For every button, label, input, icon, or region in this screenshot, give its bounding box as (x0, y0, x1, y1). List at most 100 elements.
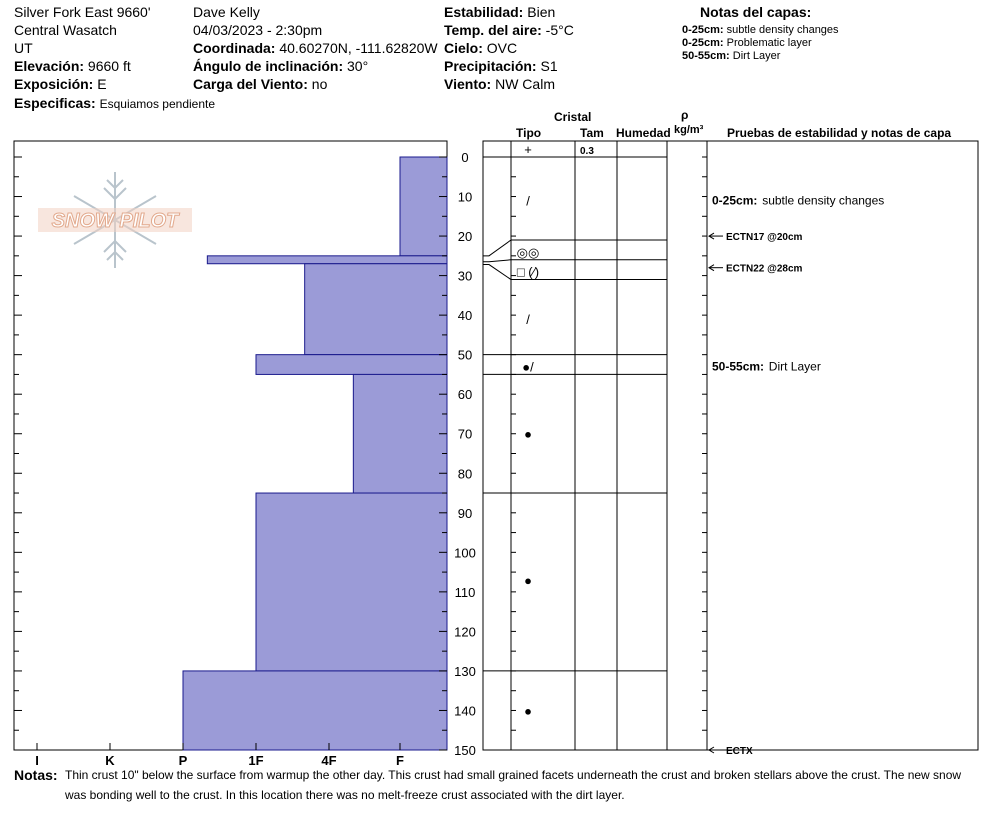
depth-tick-label: 150 (454, 743, 476, 758)
precip-label: Precipitación: (444, 58, 537, 74)
depth-tick-label: 30 (458, 269, 472, 284)
wind-row: Viento: NW Calm (444, 76, 555, 92)
elevation-row: Elevación: 9660 ft (14, 58, 131, 74)
crystal-symbol: ● (524, 703, 532, 718)
depth-tick-label: 80 (458, 466, 472, 481)
crystal-header: Cristal (554, 110, 592, 124)
crystal-symbol: / (526, 193, 530, 208)
precip-value: S1 (540, 58, 558, 74)
hardness-tick-label: P (179, 753, 188, 768)
crystal-symbol: ● (524, 573, 532, 588)
air-temp-value: -5°C (545, 22, 574, 38)
stability-test-label: ECTN22 @28cm (726, 264, 803, 275)
hardness-bar (352, 373, 448, 494)
layer-notes-title: Notas del capas: (700, 4, 812, 20)
state-name: UT (14, 40, 33, 56)
crystal-size: 0.3 (580, 146, 594, 157)
depth-tick-label: 130 (454, 664, 476, 679)
crystal-table-frame (482, 140, 979, 751)
hardness-tick-label: 4F (321, 753, 336, 768)
layer-note-text: subtle density changes (726, 24, 839, 36)
sky-row: Cielo: OVC (444, 40, 517, 56)
elevation-value: 9660 ft (87, 58, 131, 74)
layer-note-range: 50-55cm: (682, 50, 730, 62)
hardness-tick-label: 1F (248, 753, 263, 768)
layer-note-text: Problematic layer (726, 37, 812, 49)
tipo-header: Tipo (516, 126, 542, 140)
wind-load-row: Carga del Viento: no (193, 76, 327, 92)
crystal-symbol: ●/ (522, 360, 534, 375)
layer-annotation-text: subtle density changes (762, 193, 884, 207)
wind-value: NW Calm (495, 76, 555, 92)
notes-line-2: was bonding well to the crust. In this l… (65, 788, 625, 802)
location-name: Silver Fork East 9660' (14, 4, 151, 20)
coordinate-row: Coordinada: 40.60270N, -111.62820W (193, 40, 438, 56)
slope-label: Ángulo de inclinación: (193, 58, 344, 74)
depth-tick-label: 10 (458, 190, 472, 205)
depth-tick-label: 20 (458, 229, 472, 244)
depth-tick-label: 140 (454, 703, 476, 718)
observation-datetime: 04/03/2023 - 2:30pm (193, 22, 323, 38)
hardness-bar (399, 156, 448, 257)
hardness-tick-label: F (396, 753, 404, 768)
wind-label: Viento: (444, 76, 492, 92)
layer-connector (483, 259, 512, 263)
crystal-symbol: ● (524, 427, 532, 442)
layer-annotation-range: 0-25cm: (712, 193, 757, 207)
air-temp-label: Temp. del aire: (444, 22, 542, 38)
layer-note-text: Dirt Layer (732, 50, 781, 62)
hardness-tick-label: K (105, 753, 115, 768)
hardness-bar (304, 263, 448, 356)
notes-label: Notas: (14, 767, 58, 783)
notes-line-1: Thin crust 10" below the surface from wa… (65, 768, 962, 782)
humedad-header: Humedad (616, 126, 671, 140)
specifics-label: Especificas: (14, 95, 96, 111)
aspect-row: Exposición: E (14, 76, 107, 92)
sky-value: OVC (486, 40, 518, 56)
depth-tick-label: 70 (458, 427, 472, 442)
depth-tick-label: 120 (454, 624, 476, 639)
layer-note-item: 0-25cm: Problematic layer (682, 37, 812, 50)
depth-tick-label: 0 (461, 150, 468, 165)
precip-row: Precipitación: S1 (444, 58, 558, 74)
coordinate-value: 40.60270N, -111.62820W (279, 40, 438, 56)
observer-name: Dave Kelly (193, 4, 260, 20)
layer-note-range: 0-25cm: (682, 37, 724, 49)
test-arrow-head (708, 232, 715, 240)
tests-header: Pruebas de estabilidad y notas de capa (727, 126, 952, 140)
logo-text: SNOW PILOT (52, 210, 180, 232)
crystal-symbol: □ (⁄) (517, 265, 539, 280)
layer-annotation-range: 50-55cm: (712, 359, 764, 373)
layer-note-range: 0-25cm: (682, 24, 724, 36)
layer-connector (483, 239, 512, 257)
hardness-bar (255, 492, 448, 672)
wind-load-label: Carga del Viento: (193, 76, 308, 92)
coordinate-label: Coordinada: (193, 40, 276, 56)
air-temp-row: Temp. del aire: -5°C (444, 22, 574, 38)
hardness-tick-label: I (35, 753, 39, 768)
depth-tick-label: 90 (458, 506, 472, 521)
depth-tick-label: 40 (458, 308, 472, 323)
rho-header: ρ (681, 108, 689, 122)
snowpilot-logo: SNOW PILOT (38, 172, 192, 268)
slope-row: Ángulo de inclinación: 30° (193, 58, 368, 74)
hardness-bar (182, 670, 448, 751)
hardness-bar (255, 354, 448, 375)
wind-load-value: no (311, 76, 328, 92)
depth-tick-label: 100 (454, 545, 476, 560)
elevation-label: Elevación: (14, 58, 85, 74)
crystal-symbol: + (524, 142, 532, 157)
sky-label: Cielo: (444, 40, 483, 56)
range-name: Central Wasatch (14, 22, 117, 38)
stability-test-label: ECTX (726, 746, 753, 757)
crystal-symbol: / (526, 312, 530, 327)
specifics-row: Especificas: Esquiamos pendiente (14, 95, 215, 111)
stability-value: Bien (527, 4, 556, 20)
depth-tick-label: 110 (455, 585, 476, 600)
layer-annotation-text: Dirt Layer (769, 359, 821, 373)
stability-label: Estabilidad: (444, 4, 524, 20)
hardness-bar (206, 255, 448, 265)
density-unit-header: kg/m³ (674, 124, 704, 136)
test-arrow-head (708, 746, 715, 754)
